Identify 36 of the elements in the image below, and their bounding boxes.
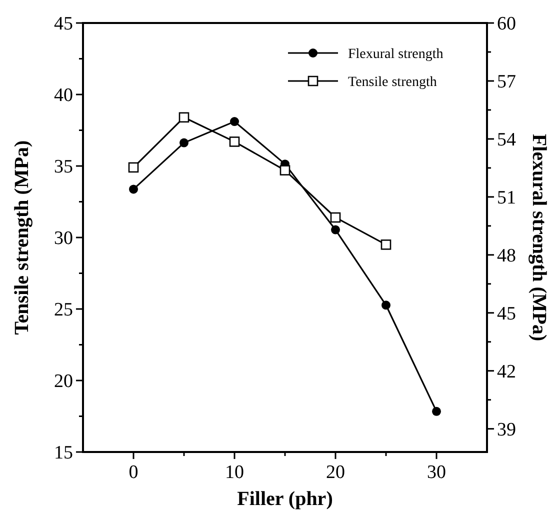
point [178,112,190,123]
point [128,162,139,173]
point [330,212,341,223]
point [180,138,188,148]
y2-axis-title: Flexural strength (MPa) [528,134,550,342]
y-tick-label: 25 [54,300,73,321]
y-tick-label: 20 [54,371,73,392]
point [382,300,390,310]
x-tick-label: 0 [128,462,138,483]
y-tick-label: 15 [54,442,73,464]
y2-tick-label: 39 [497,419,516,440]
point [129,184,138,194]
y-tick-label: 30 [54,228,73,250]
y2-tick-label: 57 [497,72,516,93]
legend-label: Flexural strength [348,47,444,62]
y-tick-label: 45 [54,14,73,35]
legend-label: Tensile strength [348,75,437,90]
x-tick-label: 30 [427,462,446,483]
point [432,406,441,416]
point [380,240,392,250]
x-axis-title: Filler (phr) [237,488,333,510]
y-axis-title: Tensile strength (MPa) [11,140,33,335]
y2-tick-label: 45 [497,304,516,325]
x-tick-label: 20 [326,462,345,483]
y-tick-label: 35 [54,156,73,178]
y2-tick-label: 48 [497,246,516,267]
y-tick-label: 40 [54,85,73,106]
y2-tick-label: 54 [497,130,516,151]
point [229,136,240,147]
y2-tick-label: 51 [497,188,516,209]
x-tick-label: 10 [225,462,244,483]
point [230,117,239,126]
y2-tick-label: 42 [497,361,516,382]
point [331,225,340,234]
y2-tick-label: 60 [497,14,516,35]
point [280,165,290,176]
